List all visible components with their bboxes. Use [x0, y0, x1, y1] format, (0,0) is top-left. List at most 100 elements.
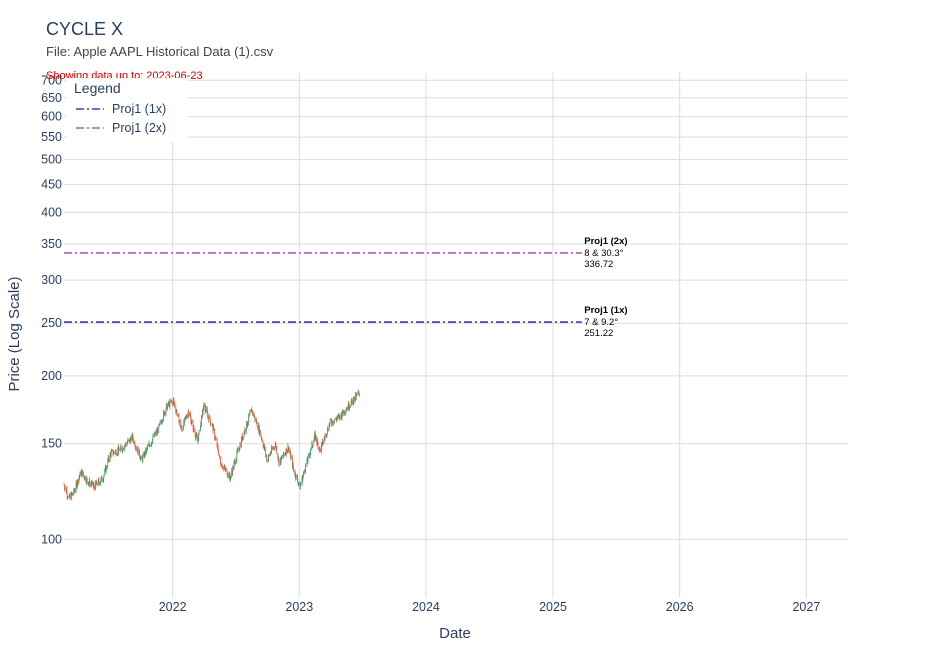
- legend-item-2[interactable]: Proj1 (2x): [76, 121, 166, 135]
- candle-body: [169, 400, 171, 408]
- candle-body: [201, 416, 202, 425]
- candle-body: [268, 454, 270, 458]
- candle-body: [316, 435, 318, 442]
- legend-title: Legend: [74, 80, 121, 96]
- candle-body: [176, 413, 178, 415]
- candle-body: [139, 450, 141, 457]
- x-tick-label: 2026: [666, 600, 694, 614]
- candle-body: [305, 465, 307, 467]
- candle-body: [288, 448, 290, 450]
- candle-body: [159, 423, 160, 426]
- candle-body: [341, 410, 343, 416]
- candle-body: [322, 443, 324, 445]
- candle-body: [348, 403, 349, 409]
- candle-body: [135, 447, 137, 449]
- candle-body: [344, 413, 346, 414]
- candle-body: [244, 428, 246, 432]
- candle-body: [66, 492, 68, 497]
- candle-body: [351, 400, 353, 404]
- candle-body: [248, 415, 249, 424]
- candle-body: [270, 452, 271, 456]
- candle-body: [283, 454, 285, 456]
- candle-body: [286, 448, 287, 454]
- candle-body: [95, 481, 96, 490]
- candle-body: [225, 469, 227, 471]
- candle-body: [273, 447, 275, 449]
- candle-body: [269, 454, 270, 456]
- candle-body: [222, 466, 224, 469]
- candle-body: [179, 420, 180, 422]
- candle-body: [282, 456, 283, 458]
- candle-body: [133, 439, 134, 443]
- candle-body: [75, 482, 77, 491]
- candle-body: [82, 471, 83, 477]
- candle-body: [214, 428, 215, 439]
- candle-body: [321, 444, 322, 452]
- candle-body: [300, 484, 302, 486]
- candle-body: [265, 455, 267, 456]
- candle-body: [300, 483, 302, 485]
- candle-body: [118, 447, 119, 454]
- y-tick-label: 200: [41, 369, 62, 383]
- candle-body: [307, 455, 309, 462]
- candle-body: [86, 478, 88, 479]
- candle-body: [85, 476, 87, 482]
- candle-body: [99, 482, 100, 485]
- candle-body: [93, 484, 95, 488]
- y-tick-label: 400: [41, 205, 62, 219]
- candle-body: [134, 441, 136, 447]
- candle-body: [159, 421, 161, 424]
- grid: [64, 72, 848, 598]
- candle-body: [350, 402, 352, 406]
- candle-body: [91, 481, 93, 483]
- annotation-title: Proj1 (2x): [584, 236, 627, 247]
- candle-body: [243, 431, 245, 437]
- candle-body: [178, 415, 180, 424]
- candle-body: [317, 442, 319, 448]
- candle-body: [329, 419, 331, 423]
- candle-body: [198, 433, 200, 441]
- annotation-title: Proj1 (1x): [584, 305, 627, 316]
- candle-body: [249, 411, 251, 414]
- candle-body: [101, 476, 103, 481]
- candle-body: [280, 457, 282, 464]
- candle-body: [290, 456, 292, 458]
- candle-body: [312, 445, 314, 447]
- candle-body: [98, 479, 99, 485]
- candle-body: [188, 411, 189, 417]
- candle-body: [227, 473, 229, 477]
- legend-item-1[interactable]: Proj1 (1x): [76, 102, 166, 116]
- y-tick-label: 250: [41, 316, 62, 330]
- candle-body: [326, 433, 328, 436]
- y-axis-title: Price (Log Scale): [6, 276, 23, 391]
- candle-body: [358, 391, 360, 394]
- candle-body: [164, 411, 166, 414]
- candle-body: [108, 456, 110, 461]
- candle-body: [276, 448, 278, 454]
- candle-body: [116, 454, 117, 456]
- candle-body: [355, 394, 357, 399]
- candle-body: [100, 477, 102, 482]
- candle-body: [126, 442, 128, 446]
- candle-body: [108, 460, 110, 461]
- candle-body: [130, 437, 132, 443]
- candle-body: [259, 430, 261, 435]
- candle-body: [142, 453, 144, 457]
- candle-body: [137, 447, 139, 455]
- y-tick-label: 650: [41, 91, 62, 105]
- candle-body: [174, 403, 176, 407]
- candle-body: [332, 420, 333, 424]
- annotations: Proj1 (1x)7 & 9.2°251.22 Proj1 (2x)8 & 30…: [584, 236, 627, 339]
- candle-body: [77, 479, 78, 485]
- candle-body: [306, 458, 308, 466]
- chart-subtitle: File: Apple AAPL Historical Data (1).csv: [46, 44, 274, 59]
- axis-ticks: 100 150 200 250 300 350 400 450 500 550 600 650 700 2…: [41, 73, 820, 614]
- candle-body: [220, 459, 221, 465]
- candle-body: [205, 408, 207, 413]
- candle-body: [298, 483, 299, 484]
- candle-body: [349, 406, 350, 408]
- candle-body: [79, 476, 80, 478]
- candle-body: [203, 405, 204, 411]
- candle-body: [184, 418, 185, 424]
